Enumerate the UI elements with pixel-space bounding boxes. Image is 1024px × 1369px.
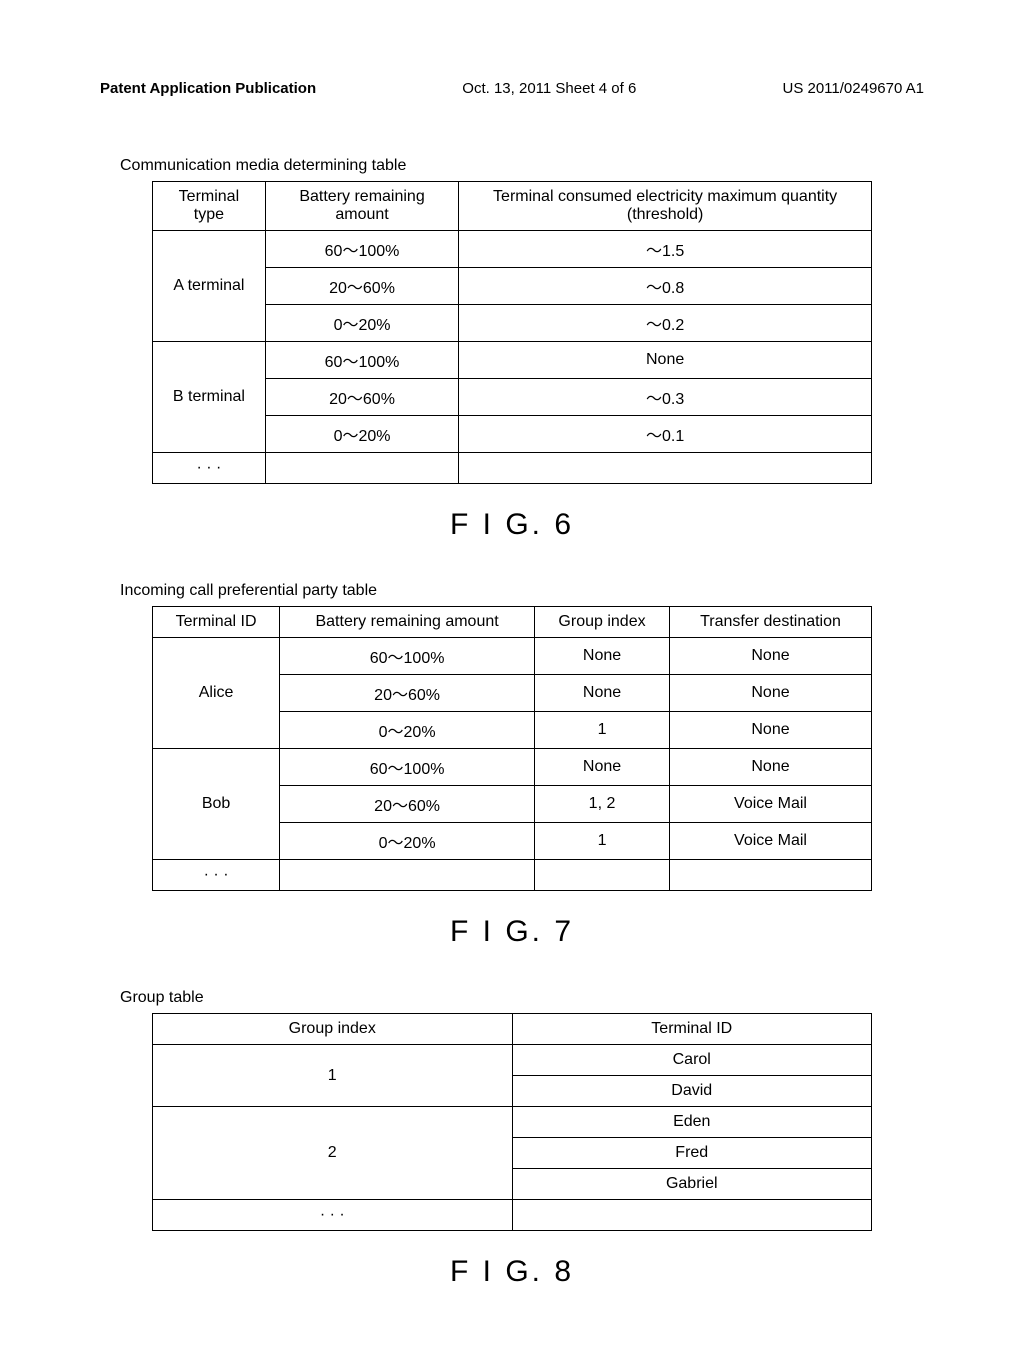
terminal-type-cell: A terminal (153, 231, 266, 342)
fig7-caption: Incoming call preferential party table (120, 582, 924, 600)
battery-cell: 0～20% (265, 305, 458, 342)
battery-cell: 20～60% (265, 268, 458, 305)
battery-cell (280, 860, 535, 891)
fig7-col0: Terminal ID (153, 607, 280, 638)
group-cell: None (535, 675, 670, 712)
member-cell: Eden (512, 1107, 872, 1138)
fig6-caption: Communication media determining table (120, 157, 924, 175)
table-row: · · · (153, 860, 872, 891)
header-center: Oct. 13, 2011 Sheet 4 of 6 (462, 80, 636, 97)
table-row: B terminal60～100%None (153, 342, 872, 379)
terminal-id-cell: Alice (153, 638, 280, 749)
threshold-cell: ～0.1 (459, 416, 872, 453)
table-row: A terminal60～100%～1.5 (153, 231, 872, 268)
group-cell: 1 (535, 712, 670, 749)
fig6-col1: Battery remaining amount (265, 182, 458, 231)
battery-cell: 60～100% (280, 749, 535, 786)
page-header: Patent Application Publication Oct. 13, … (100, 80, 924, 97)
fig8-label: F I G. 8 (100, 1255, 924, 1289)
dest-cell: Voice Mail (670, 786, 872, 823)
battery-cell: 20～60% (280, 786, 535, 823)
battery-cell: 60～100% (265, 342, 458, 379)
dest-cell: None (670, 675, 872, 712)
table-row: Bob60～100%NoneNone (153, 749, 872, 786)
dest-cell: None (670, 749, 872, 786)
group-index-cell: · · · (153, 1200, 513, 1231)
battery-cell (265, 453, 458, 484)
threshold-cell: ～0.3 (459, 379, 872, 416)
table-row: 2Eden (153, 1107, 872, 1138)
battery-cell: 60～100% (280, 638, 535, 675)
member-cell: Gabriel (512, 1169, 872, 1200)
terminal-id-cell: · · · (153, 860, 280, 891)
dest-cell: Voice Mail (670, 823, 872, 860)
fig7-col2: Group index (535, 607, 670, 638)
battery-cell: 20～60% (280, 675, 535, 712)
fig7-col1: Battery remaining amount (280, 607, 535, 638)
header-right: US 2011/0249670 A1 (782, 80, 924, 97)
group-index-cell: 2 (153, 1107, 513, 1200)
table-row: · · · (153, 1200, 872, 1231)
member-cell: Fred (512, 1138, 872, 1169)
fig7-col3: Transfer destination (670, 607, 872, 638)
terminal-type-cell: · · · (153, 453, 266, 484)
fig7-table: Terminal ID Battery remaining amount Gro… (152, 606, 872, 891)
table-row: · · · (153, 453, 872, 484)
member-cell: Carol (512, 1045, 872, 1076)
battery-cell: 0～20% (265, 416, 458, 453)
terminal-type-cell: B terminal (153, 342, 266, 453)
threshold-cell: ～1.5 (459, 231, 872, 268)
table-row: 1Carol (153, 1045, 872, 1076)
group-cell: None (535, 749, 670, 786)
member-cell (512, 1200, 872, 1231)
dest-cell (670, 860, 872, 891)
fig8-col0: Group index (153, 1014, 513, 1045)
fig8-table: Group index Terminal ID 1CarolDavid2Eden… (152, 1013, 872, 1231)
battery-cell: 20～60% (265, 379, 458, 416)
fig7-label: F I G. 7 (100, 915, 924, 949)
group-cell: 1, 2 (535, 786, 670, 823)
table-row: Alice60～100%NoneNone (153, 638, 872, 675)
fig6-col2: Terminal consumed electricity maximum qu… (459, 182, 872, 231)
battery-cell: 0～20% (280, 712, 535, 749)
group-cell (535, 860, 670, 891)
fig8-col1: Terminal ID (512, 1014, 872, 1045)
header-left: Patent Application Publication (100, 80, 316, 97)
fig6-label: F I G. 6 (100, 508, 924, 542)
battery-cell: 0～20% (280, 823, 535, 860)
member-cell: David (512, 1076, 872, 1107)
dest-cell: None (670, 712, 872, 749)
fig6-col0: Terminal type (153, 182, 266, 231)
threshold-cell: ～0.2 (459, 305, 872, 342)
dest-cell: None (670, 638, 872, 675)
battery-cell: 60～100% (265, 231, 458, 268)
terminal-id-cell: Bob (153, 749, 280, 860)
group-index-cell: 1 (153, 1045, 513, 1107)
fig6-table: Terminal type Battery remaining amount T… (152, 181, 872, 484)
threshold-cell: None (459, 342, 872, 379)
group-cell: 1 (535, 823, 670, 860)
group-cell: None (535, 638, 670, 675)
threshold-cell (459, 453, 872, 484)
fig8-caption: Group table (120, 989, 924, 1007)
threshold-cell: ～0.8 (459, 268, 872, 305)
